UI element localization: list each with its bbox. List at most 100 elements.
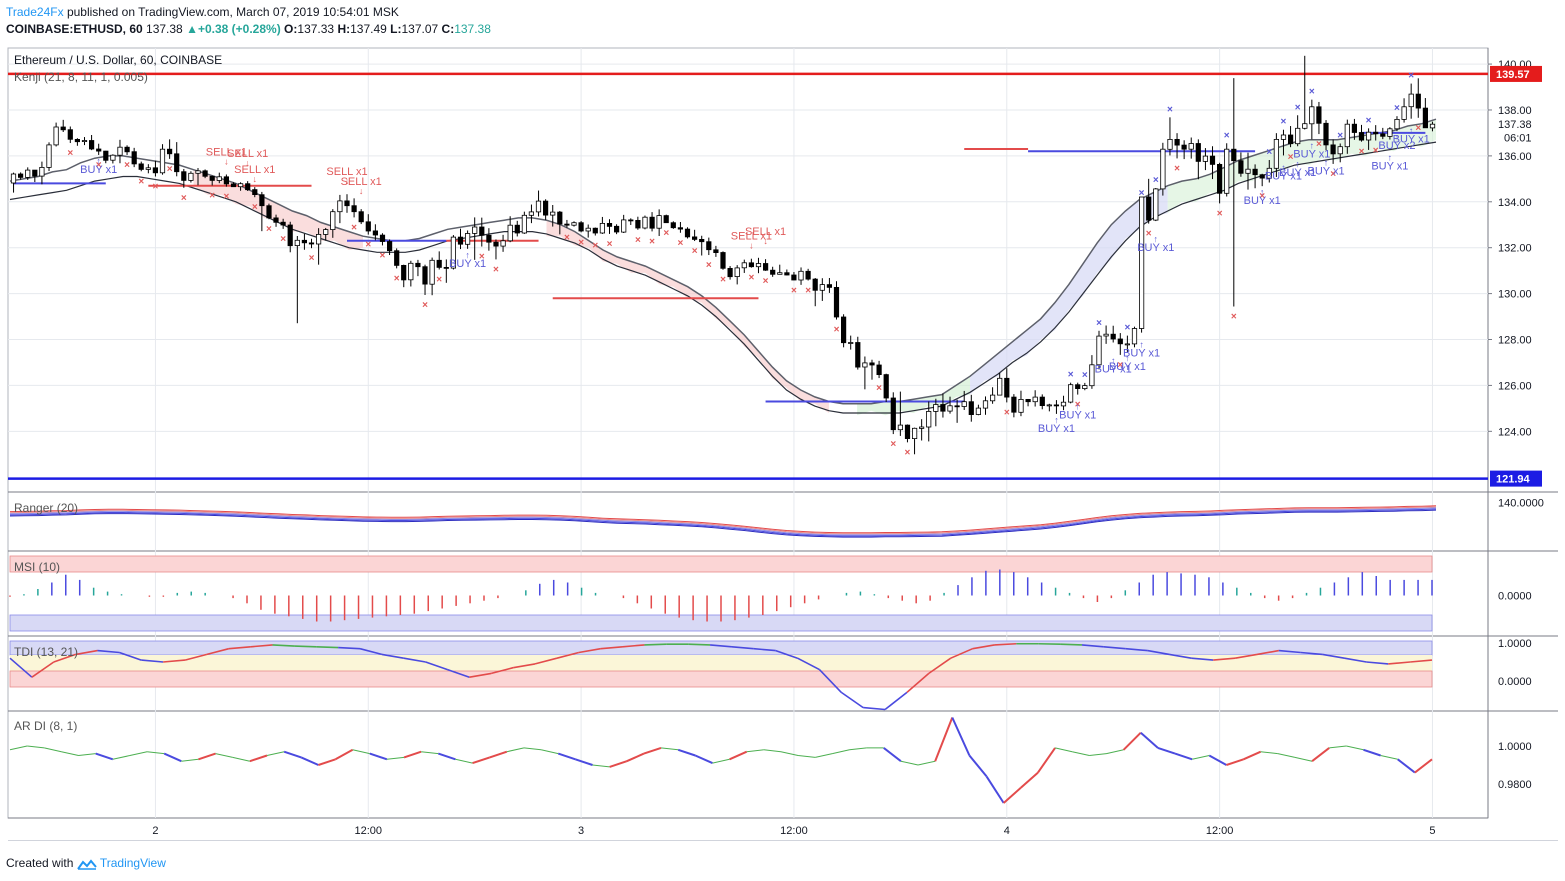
ardi-line-segment (985, 775, 1005, 804)
candle (1373, 131, 1379, 135)
candle (486, 234, 492, 243)
tdi-line-segment (578, 647, 601, 654)
candle (174, 153, 180, 173)
tdi-line-segment (1191, 657, 1214, 661)
candle (216, 176, 222, 181)
buy-signal-label: BUY x1 (1265, 170, 1302, 182)
countdown-label: 06:01 (1504, 133, 1532, 145)
buy-arrow-icon: ↑ (1324, 157, 1329, 167)
buy-arrow-icon: ↑ (1281, 162, 1286, 172)
tdi-line-segment (534, 657, 558, 665)
ardi-line-segment (523, 747, 542, 751)
sell-marker: × (493, 264, 499, 275)
candle (543, 200, 549, 216)
tdi-line-segment (184, 653, 208, 661)
ardi-line-segment (1054, 747, 1073, 753)
ranger-title: Ranger (20) (14, 501, 78, 515)
candle (826, 284, 833, 288)
tdi-y-label: 0.0000 (1498, 676, 1532, 688)
candle (1124, 343, 1130, 346)
candle (649, 216, 655, 229)
ranger-band-line (9, 506, 1437, 535)
ardi-line-segment (1208, 754, 1227, 766)
buy-arrow-icon: ↑ (1388, 153, 1393, 163)
candle (763, 263, 769, 271)
candle (841, 316, 847, 344)
candle (663, 215, 669, 224)
candle (301, 239, 308, 244)
ardi-line-segment (1243, 750, 1262, 761)
open-label: O: (284, 22, 298, 36)
kenji-band-bear (546, 220, 829, 413)
y-tick-label: 126.00 (1498, 380, 1532, 392)
candle (926, 410, 932, 428)
tdi-mid-zone (10, 655, 1432, 671)
ardi-line-segment (421, 751, 439, 755)
sell-marker: × (1288, 152, 1294, 163)
low-label: L: (390, 22, 402, 36)
symbol-quote-line: COINBASE:ETHUSD, 60 137.38 ▲+0.38 (+0.28… (6, 21, 491, 37)
buy-arrow-icon: ↑ (1260, 187, 1265, 197)
candle (323, 229, 329, 235)
candle (1075, 384, 1081, 390)
buy-arrow-icon: ↑ (1310, 140, 1315, 150)
candle (273, 217, 279, 223)
price-label-text: 139.57 (1496, 69, 1530, 81)
candle (642, 216, 648, 229)
ardi-line-segment (1329, 745, 1347, 749)
candle (202, 170, 208, 177)
y-tick-label: 134.00 (1498, 197, 1532, 209)
candle (259, 194, 265, 207)
sell-marker: × (124, 160, 130, 171)
sell-marker: × (649, 236, 655, 247)
candle (195, 170, 201, 174)
tdi-line-segment (119, 651, 142, 661)
candle (358, 211, 364, 223)
ardi-line-segment (386, 756, 405, 760)
tdi-lower-zone (9, 670, 1433, 688)
candle (1068, 384, 1074, 403)
candle (535, 200, 542, 213)
open-value: 137.33 (297, 22, 335, 36)
candle (1146, 196, 1152, 221)
candle (344, 200, 350, 207)
x-tick-label: 2 (152, 825, 158, 837)
x-tick-label: 5 (1429, 825, 1435, 837)
sell-marker: × (479, 252, 485, 263)
tdi-line-segment (644, 643, 667, 646)
author-link[interactable]: Trade24Fx (6, 5, 64, 19)
indicator-label: Kenji (21, 8, 11, 1, 0.005) (14, 70, 148, 84)
sell-marker: × (138, 176, 144, 187)
ardi-line-segment (215, 753, 233, 758)
ardi-line-segment (660, 747, 679, 751)
tdi-y-label: 1.0000 (1498, 638, 1532, 650)
candle (117, 146, 123, 156)
candle (330, 211, 336, 230)
ardi-line-segment (592, 764, 610, 768)
candle (855, 342, 861, 368)
tradingview-brand[interactable]: TradingView (99, 856, 166, 870)
buy-signal-label: BUY x1 (1307, 165, 1344, 177)
candle (961, 401, 967, 407)
ardi-line-segment (232, 756, 250, 762)
candle (464, 233, 471, 245)
candle (1415, 93, 1421, 109)
kenji-band-bear (193, 169, 363, 250)
ranger-band-line (9, 505, 1437, 534)
buy-signal-label: BUY x1 (1059, 410, 1096, 422)
ardi-line-segment (1157, 746, 1176, 755)
price-label-box (1490, 470, 1542, 487)
main-pane-title: Ethereum / U.S. Dollar, 60, COINBASE (14, 53, 222, 67)
tdi-line-segment (9, 657, 33, 678)
ardi-line-segment (1003, 787, 1022, 804)
candle (1025, 398, 1031, 403)
last-price: 137.38 (146, 22, 183, 36)
sell-arrow-icon: ↓ (245, 158, 250, 168)
kenji-band-bull (970, 185, 1168, 395)
tdi-line-segment (31, 661, 55, 678)
candle (315, 233, 322, 245)
sell-marker: × (1231, 311, 1237, 322)
sell-marker: × (805, 286, 811, 297)
candle (1330, 144, 1336, 155)
